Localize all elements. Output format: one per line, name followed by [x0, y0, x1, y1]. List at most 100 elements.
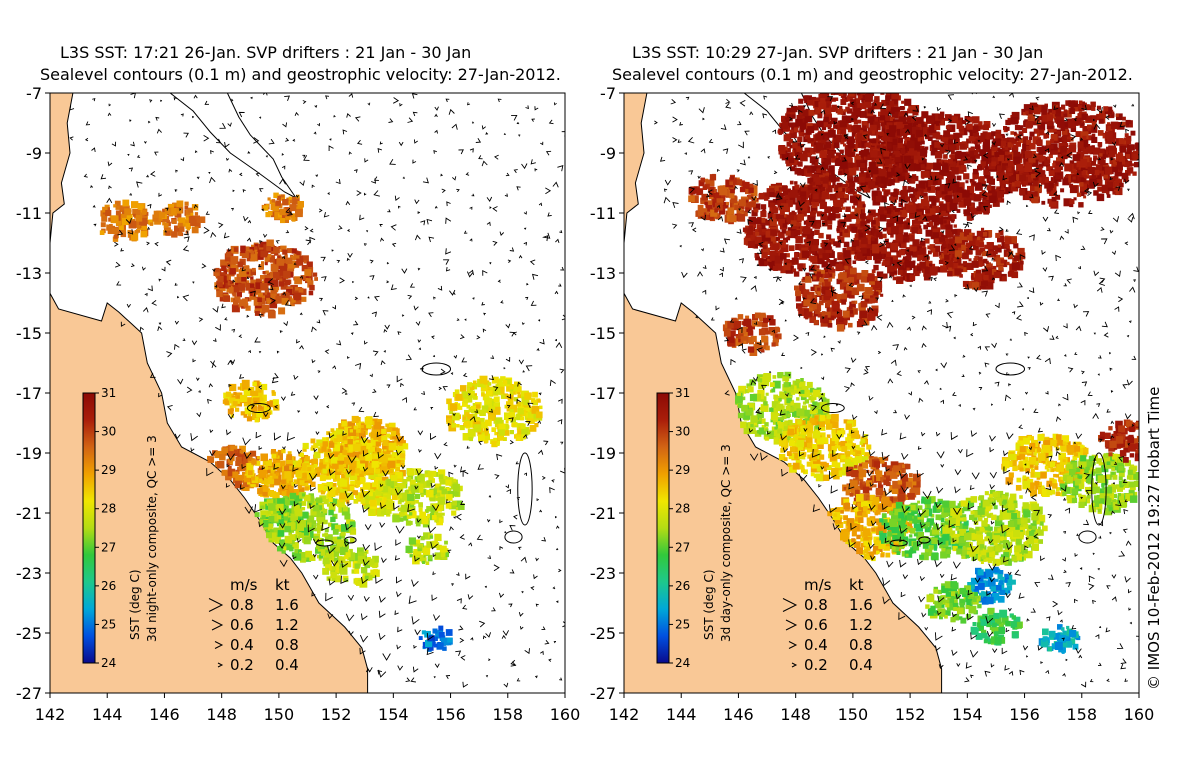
velocity-chevron [273, 464, 279, 470]
sst-pixel [841, 97, 845, 101]
sst-pixel [899, 191, 904, 196]
sst-pixel [826, 93, 830, 95]
velocity-chevron [225, 483, 230, 488]
sst-pixel [100, 222, 106, 228]
sst-pixel [326, 431, 331, 436]
sst-pixel [900, 149, 906, 154]
velocity-chevron [341, 560, 349, 568]
sst-pixel [365, 499, 369, 504]
velocity-chevron [198, 390, 201, 393]
sst-pixel [242, 484, 250, 491]
sst-pixel [518, 427, 523, 431]
sst-pixel [901, 100, 905, 104]
sst-pixel [230, 256, 239, 264]
velocity-chevron [183, 230, 189, 236]
sst-pixel [414, 543, 418, 547]
sst-pixel [271, 453, 277, 459]
sst-pixel [344, 513, 351, 520]
sst-pixel [436, 518, 443, 526]
sst-pixel [280, 460, 286, 467]
velocity-chevron [281, 165, 286, 170]
velocity-chevron [362, 543, 371, 552]
sst-pixel [165, 230, 171, 236]
velocity-chevron [432, 354, 436, 358]
sst-pixel [172, 202, 177, 207]
sst-pixel [843, 143, 846, 147]
sst-pixel [781, 115, 788, 122]
sst-pixel [360, 423, 368, 431]
velocity-chevron [523, 472, 527, 476]
velocity-chevron [351, 280, 355, 284]
sst-pixel [221, 469, 228, 476]
sst-pixel [539, 405, 543, 410]
sst-pixel [867, 107, 874, 114]
sst-pixel [309, 284, 315, 291]
sst-pixel [889, 152, 893, 156]
sst-pixel [224, 400, 230, 406]
velocity-chevron [461, 357, 467, 363]
velocity-chevron [552, 181, 559, 188]
sst-pixel [279, 524, 283, 528]
velocity-chevron [369, 275, 375, 281]
sst-pixel [818, 101, 827, 110]
sst-pixel [221, 287, 226, 292]
velocity-chevron [326, 545, 336, 554]
sst-pixel [926, 116, 935, 124]
velocity-chevron [196, 412, 202, 418]
velocity-chevron [502, 630, 509, 636]
velocity-chevron [463, 230, 468, 234]
sst-pixel [915, 117, 924, 125]
sst-pixel [984, 166, 991, 172]
velocity-chevron [344, 522, 353, 531]
sst-pixel [934, 141, 941, 148]
lat-tick-label: -17 [16, 384, 42, 403]
sst-pixel [833, 134, 842, 143]
sst-pixel [824, 88, 828, 92]
velocity-chevron [387, 209, 391, 213]
sst-pixel [400, 492, 409, 501]
sst-pixel [459, 425, 465, 431]
velocity-chevron [146, 174, 150, 178]
sst-pixel [788, 110, 796, 118]
velocity-chevron [411, 616, 420, 625]
sst-pixel [1070, 126, 1077, 132]
velocity-chevron [561, 131, 565, 137]
sst-pixel [306, 522, 312, 528]
sst-pixel [947, 139, 953, 145]
velocity-chevron [347, 594, 354, 601]
velocity-chevron [208, 171, 211, 174]
velocity-chevron [521, 590, 524, 594]
sst-pixel [386, 478, 394, 487]
velocity-chevron [92, 204, 96, 208]
sst-pixel [517, 394, 522, 399]
velocity-chevron [343, 541, 350, 548]
sst-pixel [865, 152, 874, 161]
sst-pixel [999, 149, 1007, 157]
velocity-chevron [128, 119, 132, 122]
sst-pixel [840, 140, 845, 145]
sst-pixel [849, 182, 855, 189]
sst-pixel [288, 517, 293, 522]
sst-pixel [273, 192, 279, 199]
sst-pixel [853, 120, 858, 125]
sst-pixel [369, 499, 377, 507]
velocity-chevron [500, 300, 504, 304]
velocity-chevron [427, 525, 437, 534]
sst-pixel [949, 134, 956, 140]
sst-pixel [105, 210, 112, 217]
velocity-chevron [545, 150, 552, 156]
sst-pixel [1013, 145, 1019, 151]
velocity-chevron [373, 190, 380, 197]
sst-pixel [297, 201, 304, 208]
sst-pixel [912, 109, 919, 116]
sst-pixel [869, 121, 875, 128]
sst-pixel [418, 545, 422, 549]
velocity-chevron [268, 138, 275, 145]
sst-pixel [1048, 153, 1053, 158]
sst-pixel [452, 483, 460, 491]
velocity-chevron [108, 103, 111, 107]
sst-pixel [318, 448, 324, 453]
velocity-chevron [284, 95, 290, 101]
sst-pixel [359, 454, 366, 461]
sst-pixel [977, 209, 983, 215]
